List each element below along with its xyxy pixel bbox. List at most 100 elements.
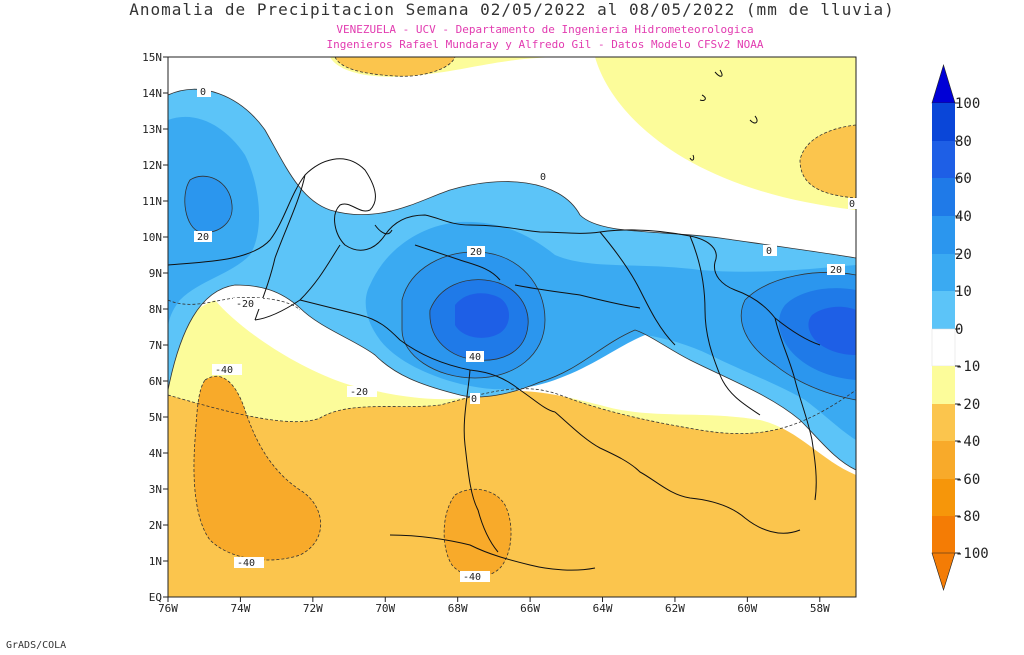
grads-credit: GrADS/COLA	[6, 640, 67, 651]
lat-label: 12N	[142, 159, 162, 172]
lon-label: 62W	[665, 602, 685, 615]
contour-label: -20	[236, 299, 254, 310]
lat-label: 8N	[149, 303, 162, 316]
contour-label: -40	[463, 572, 481, 583]
contour-label-box	[212, 364, 242, 375]
field-m60-m40-west	[193, 376, 321, 560]
colorbar-label: -20	[955, 397, 980, 413]
colorbar-swatch	[932, 141, 955, 178]
colorbar-label: -100	[955, 546, 989, 562]
contour-label-box	[347, 386, 377, 397]
contour-label: 0	[200, 87, 206, 98]
colorbar-swatch	[932, 254, 955, 291]
lon-label: 72W	[303, 602, 323, 615]
colorbar-label: 100	[955, 96, 980, 112]
colorbar-label: -40	[955, 434, 980, 450]
lon-label: 74W	[230, 602, 250, 615]
lat-label: 7N	[149, 339, 162, 352]
contour-label-box	[233, 298, 263, 309]
colorbar-swatch	[932, 178, 955, 216]
contour-label-box	[194, 231, 212, 242]
contour-label: -20	[350, 387, 368, 398]
colorbar-swatch	[932, 103, 955, 141]
map-title: Anomalia de Precipitacion Semana 02/05/2…	[129, 0, 895, 19]
field-60-80-central	[455, 293, 509, 338]
contour-label: -40	[215, 365, 233, 376]
colorbar-label: -80	[955, 509, 980, 525]
colorbar-swatch	[932, 291, 955, 329]
latitude-axis: EQ 1N 2N 3N 4N 5N 6N 7N 8N 9N 10N 11N 12N 13N 14N 15N	[142, 51, 168, 604]
colorbar-label: -10	[955, 359, 980, 375]
lon-label: 76W	[158, 602, 178, 615]
longitude-axis: 76W 74W 72W 70W 68W 66W 64W 62W 60W 58W	[158, 597, 830, 615]
colorbar-label: 20	[955, 247, 972, 263]
field-60-80-east	[808, 306, 856, 355]
map-subtitle-line1: VENEZUELA - UCV - Departamento de Ingeni…	[336, 23, 754, 36]
colorbar-ticks	[955, 102, 960, 554]
contour-label-box	[827, 264, 845, 275]
anomaly-fields	[168, 57, 856, 597]
colorbar-swatch	[931, 328, 956, 367]
field-m40-m20-top	[335, 57, 455, 77]
lat-label: 1N	[149, 555, 162, 568]
contour-label-box	[467, 246, 485, 257]
contour-label-box	[234, 557, 264, 568]
colorbar-swatch	[932, 216, 955, 254]
contour-label-box	[466, 351, 484, 362]
lon-label: 58W	[810, 602, 830, 615]
colorbar-max-arrow	[931, 63, 956, 104]
lat-label: 14N	[142, 87, 162, 100]
contour-label-box	[848, 198, 858, 209]
contour-label: -40	[237, 558, 255, 569]
lat-label: 2N	[149, 519, 162, 532]
contour-label: 0	[540, 172, 546, 183]
colorbar-label: 40	[955, 209, 972, 225]
contour-label: 20	[197, 232, 209, 243]
colorbar-swatch	[932, 516, 955, 553]
contour-label: 40	[469, 352, 481, 363]
lat-label: 4N	[149, 447, 162, 460]
colorbar-swatch	[932, 441, 955, 479]
colorbar-label: 10	[955, 284, 972, 300]
lon-label: 60W	[737, 602, 757, 615]
contour-label-box	[197, 86, 211, 97]
lon-label: 64W	[593, 602, 613, 615]
lat-label: 13N	[142, 123, 162, 136]
lat-label: 6N	[149, 375, 162, 388]
contour-label-box	[537, 171, 551, 182]
colorbar-swatch	[932, 366, 955, 404]
lat-label: 3N	[149, 483, 162, 496]
contour-label: 20	[470, 247, 482, 258]
colorbar-min-arrow	[931, 552, 956, 592]
map-subtitle-line2: Ingenieros Rafael Mundaray y Alfredo Gil…	[326, 38, 764, 51]
lat-label: 9N	[149, 267, 162, 280]
field-m60-m40-south	[444, 489, 512, 577]
colorbar: 100 80 60 40 20 10 0 -10 -20 -40 -60 -80…	[931, 63, 989, 592]
lon-label: 70W	[375, 602, 395, 615]
colorbar-swatch	[932, 479, 955, 516]
negative-contour-lines	[168, 57, 856, 578]
lon-label: 66W	[520, 602, 540, 615]
colorbar-label: -60	[955, 472, 980, 488]
contour-label-box	[763, 245, 777, 256]
lat-label: 11N	[142, 195, 162, 208]
lat-label: EQ	[149, 591, 162, 604]
contour-label: 0	[849, 199, 855, 210]
contour-value-labels: 0 20 20 0 0 20 0 -20 -40 -20 40 0 -40 -4…	[194, 86, 858, 583]
colorbar-swatch	[932, 404, 955, 441]
lat-label: 10N	[142, 231, 162, 244]
contour-label-box	[460, 571, 490, 582]
colorbar-label: 80	[955, 134, 972, 150]
field-20-40-west	[184, 176, 233, 233]
field-m40-m20-topright	[800, 125, 856, 198]
contour-label: 20	[830, 265, 842, 276]
contour-label-box	[470, 393, 480, 404]
lon-label: 68W	[448, 602, 468, 615]
lat-label: 5N	[149, 411, 162, 424]
colorbar-label: 0	[955, 322, 963, 338]
colorbar-label: 60	[955, 171, 972, 187]
contour-label: 0	[471, 394, 477, 405]
lat-label: 15N	[142, 51, 162, 64]
plot-frame	[167, 56, 857, 598]
